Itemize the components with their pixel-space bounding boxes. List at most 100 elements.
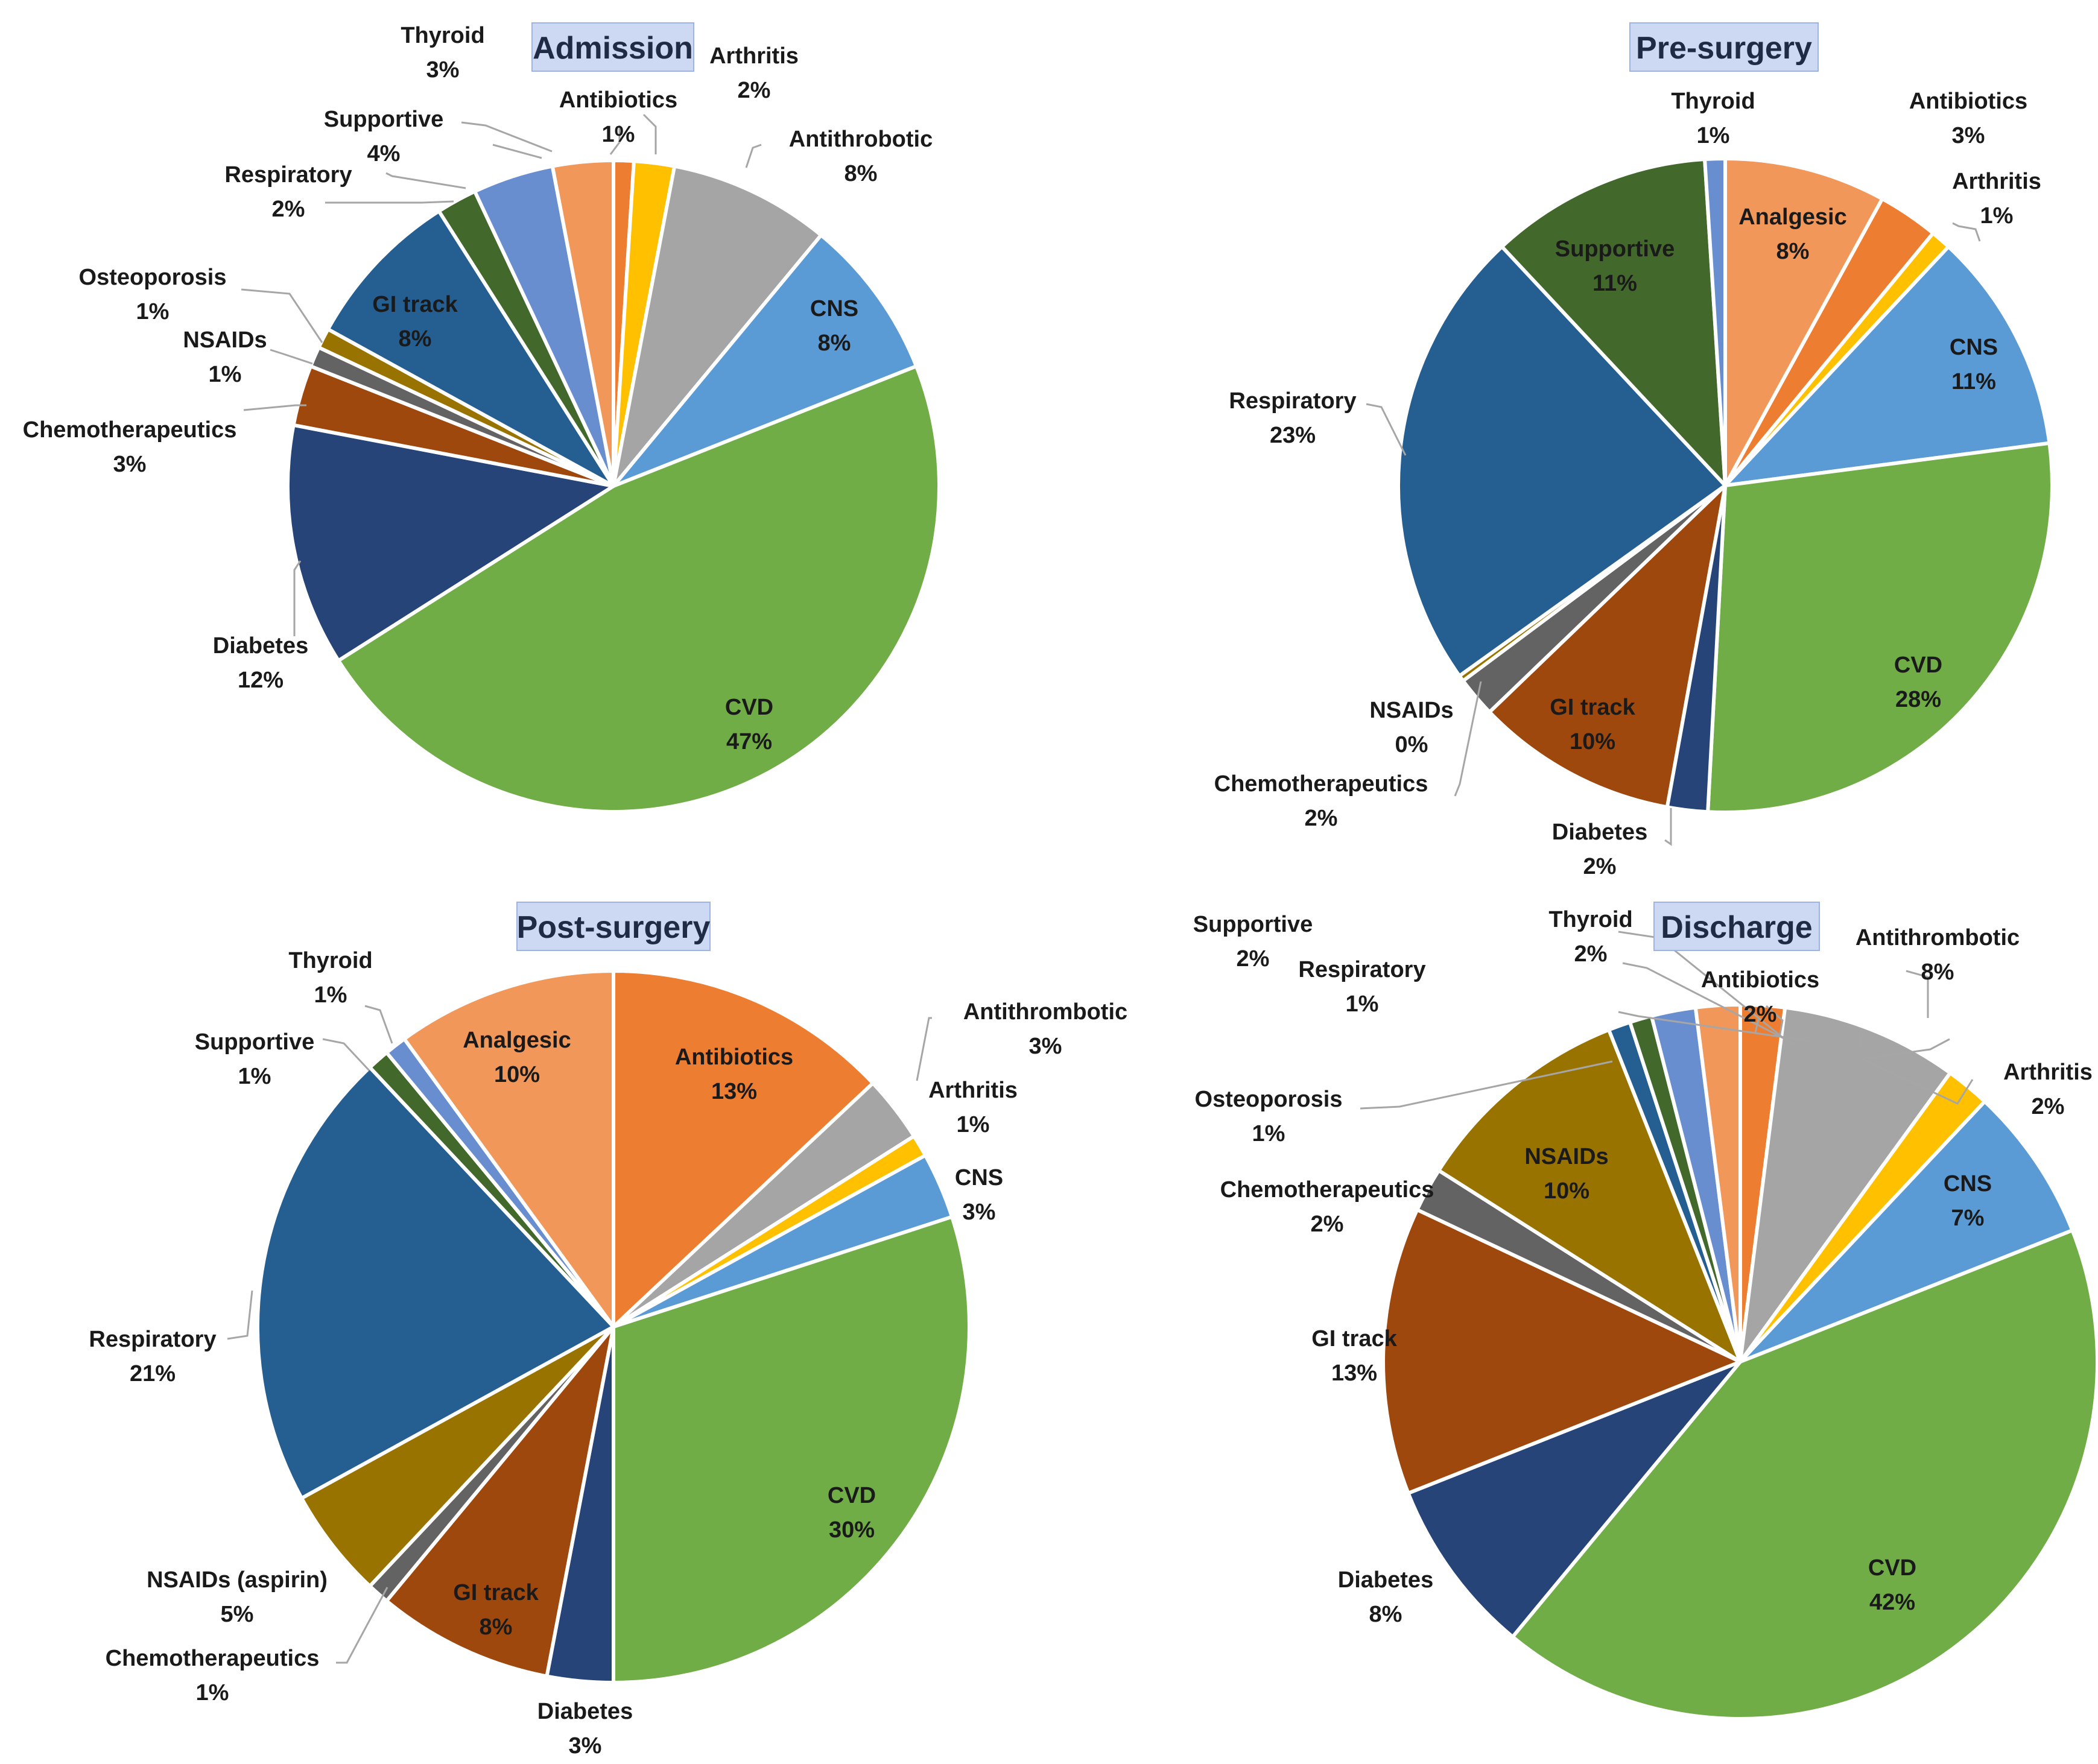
admission-pct-cvd: 47%	[726, 729, 772, 754]
discharge-pct-osteoporosis: 1%	[1252, 1121, 1285, 1146]
admission-labels: Antibiotics 1% Arthritis 2% Antithrobotic 8…	[23, 23, 933, 754]
admission-label-respiratory: Respiratory	[224, 162, 352, 188]
post-surgery-pct-respiratory: 21%	[130, 1361, 176, 1386]
pre-surgery-label-cvd: CVD	[1894, 653, 1942, 678]
pre-surgery-slice-cns	[1723, 245, 2052, 487]
post-surgery-labels: Antibiotics 13% Antithrombotic 3% Arthriti…	[89, 948, 1127, 1759]
pre-surgery-pct-diabetes: 2%	[1583, 854, 1617, 879]
admission-title: Admission	[533, 31, 693, 66]
post-surgery-pie-chart: Post-surgery Antibiotics 13% Antithrombot…	[89, 902, 1127, 1759]
pre-surgery-slice-gi-track	[1488, 484, 1727, 809]
admission-pct-nsaids: 1%	[209, 362, 242, 387]
pre-surgery-pct-nsaids: 0%	[1395, 732, 1428, 757]
pre-surgery-slice-supportive	[1500, 157, 1727, 487]
admission-slice-diabetes	[286, 423, 615, 663]
admission-label-nsaids: NSAIDs	[183, 327, 267, 353]
admission-pct-thyroid: 3%	[426, 57, 460, 83]
pre-surgery-pct-analgesic: 8%	[1776, 239, 1810, 264]
post-surgery-slice-gi-track	[384, 1325, 615, 1678]
post-surgery-slice-nsaids-aspirin	[299, 1325, 615, 1589]
discharge-slice-cns	[1738, 1099, 2074, 1364]
pre-surgery-label-chemotherapeutics: Chemotherapeutics	[1214, 771, 1428, 797]
discharge-label-respiratory: Respiratory	[1298, 957, 1425, 982]
admission-label-arthritis: Arthritis	[709, 43, 799, 69]
pre-surgery-pie-chart: Pre-surgery Analgesic 8% Antibiotics 3% Ar…	[1214, 22, 2054, 879]
discharge-label-thyroid: Thyroid	[1548, 907, 1632, 932]
admission-pie-chart: Admission Antibiotics 1% Arthritis 2% Anti…	[23, 22, 941, 814]
post-surgery-label-cvd: CVD	[828, 1483, 876, 1508]
pre-surgery-pct-antibiotics: 3%	[1952, 123, 1985, 148]
post-surgery-label-analgesic: Analgesic	[463, 1028, 571, 1053]
discharge-label-osteoporosis: Osteoporosis	[1195, 1087, 1343, 1112]
pre-surgery-slices	[1396, 156, 2054, 814]
admission-slice-thyroid	[550, 159, 615, 488]
pre-surgery-label-cns: CNS	[1950, 335, 1998, 360]
discharge-slices	[1381, 1003, 2098, 1721]
pre-surgery-slice-cvd	[1706, 441, 2054, 814]
pre-surgery-label-supportive: Supportive	[1555, 236, 1675, 262]
discharge-pct-cns: 7%	[1951, 1206, 1985, 1231]
admission-pct-respiratory: 2%	[272, 197, 305, 222]
discharge-pct-gi-track: 13%	[1331, 1361, 1377, 1386]
admission-pct-osteoporosis: 1%	[136, 299, 170, 324]
admission-pct-antibiotics: 1%	[602, 122, 635, 147]
discharge-labels: Antibiotics 2% Antithrombotic 8% Arthritis…	[1193, 907, 2093, 1627]
discharge-label-diabetes: Diabetes	[1338, 1567, 1433, 1593]
post-surgery-label-supportive: Supportive	[195, 1029, 314, 1055]
post-surgery-label-respiratory: Respiratory	[89, 1327, 216, 1352]
discharge-label-cns: CNS	[1944, 1171, 1992, 1197]
admission-title-box	[531, 22, 694, 72]
post-surgery-pct-chemotherapeutics: 1%	[196, 1680, 229, 1706]
post-surgery-title: Post-surgery	[517, 910, 711, 945]
post-surgery-pct-diabetes: 3%	[569, 1733, 602, 1759]
admission-leader-lines	[241, 113, 762, 636]
post-surgery-slice-analgesic	[402, 969, 615, 1329]
discharge-title: Discharge	[1661, 910, 1812, 945]
admission-label-antithrobotic: Antithrobotic	[789, 127, 933, 152]
discharge-slice-nsaids	[1437, 1028, 1742, 1364]
pre-surgery-label-thyroid: Thyroid	[1671, 89, 1755, 114]
discharge-label-arthritis: Arthritis	[2003, 1060, 2093, 1085]
discharge-slice-antithrombotic	[1738, 1005, 1952, 1364]
admission-pct-gi-track: 8%	[399, 326, 432, 352]
post-surgery-label-antibiotics: Antibiotics	[675, 1045, 793, 1070]
discharge-pct-thyroid: 2%	[1574, 941, 1608, 967]
admission-label-gi-track: GI track	[372, 292, 458, 317]
admission-label-thyroid: Thyroid	[401, 23, 484, 48]
pre-surgery-label-diabetes: Diabetes	[1552, 820, 1647, 845]
pre-surgery-leader-lines	[1366, 222, 1981, 846]
post-surgery-label-cns: CNS	[955, 1165, 1003, 1190]
pre-surgery-labels: Analgesic 8% Antibiotics 3% Arthritis 1% CN…	[1214, 89, 2041, 879]
pre-surgery-label-gi-track: GI track	[1550, 695, 1635, 720]
post-surgery-label-gi-track: GI track	[453, 1580, 539, 1605]
discharge-pct-diabetes: 8%	[1369, 1602, 1402, 1627]
admission-label-supportive: Supportive	[324, 107, 443, 132]
pre-surgery-pct-cvd: 28%	[1895, 687, 1941, 712]
